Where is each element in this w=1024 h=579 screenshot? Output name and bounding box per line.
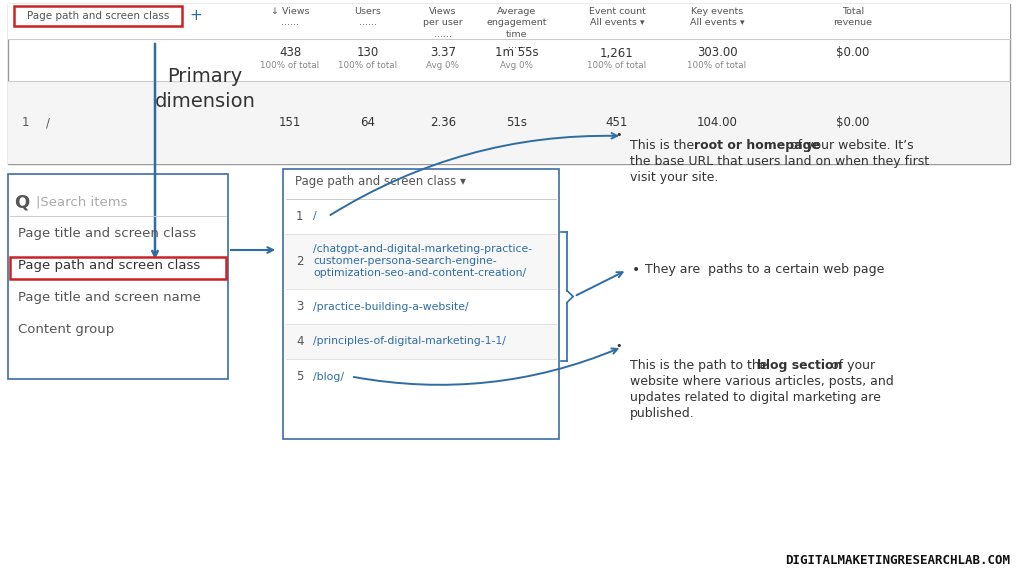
Text: •: • <box>632 263 640 277</box>
Text: $0.00: $0.00 <box>837 116 869 129</box>
FancyBboxPatch shape <box>8 81 1010 164</box>
Text: Views
per user
......: Views per user ...... <box>423 7 463 39</box>
Text: Page path and screen class: Page path and screen class <box>18 259 201 273</box>
Text: Users
......: Users ...... <box>354 7 381 27</box>
FancyBboxPatch shape <box>8 4 1010 164</box>
Text: Page title and screen class: Page title and screen class <box>18 228 197 240</box>
Text: Page path and screen class ▾: Page path and screen class ▾ <box>295 175 466 189</box>
Text: 130: 130 <box>357 46 379 60</box>
Text: /: / <box>46 116 50 129</box>
Text: 1: 1 <box>22 116 30 129</box>
Text: blog section: blog section <box>757 359 843 372</box>
Text: 3: 3 <box>296 300 303 313</box>
Text: 4: 4 <box>296 335 303 348</box>
Text: $0.00: $0.00 <box>837 46 869 60</box>
Text: 303.00: 303.00 <box>696 46 737 60</box>
Text: 51s: 51s <box>507 116 527 129</box>
FancyBboxPatch shape <box>8 4 1010 39</box>
Text: 64: 64 <box>360 116 376 129</box>
Text: customer-persona-search-engine-: customer-persona-search-engine- <box>313 256 497 266</box>
Text: 1m 55s: 1m 55s <box>496 46 539 60</box>
Text: Average
engagement
time
......: Average engagement time ...... <box>486 7 547 50</box>
Text: This is the: This is the <box>630 139 698 152</box>
Text: 438: 438 <box>279 46 301 60</box>
Text: 104.00: 104.00 <box>696 116 737 129</box>
Text: /principles-of-digital-marketing-1-1/: /principles-of-digital-marketing-1-1/ <box>313 336 506 346</box>
Text: 100% of total: 100% of total <box>260 60 319 69</box>
Text: Event count
All events ▾: Event count All events ▾ <box>589 7 645 27</box>
Text: /chatgpt-and-digital-marketing-practice-: /chatgpt-and-digital-marketing-practice- <box>313 244 532 255</box>
Text: 100% of total: 100% of total <box>687 60 746 69</box>
FancyBboxPatch shape <box>10 257 226 279</box>
FancyBboxPatch shape <box>8 174 228 379</box>
Text: Avg 0%: Avg 0% <box>501 60 534 69</box>
Text: 1: 1 <box>296 210 303 223</box>
Text: Avg 0%: Avg 0% <box>427 60 460 69</box>
Text: •: • <box>615 341 622 351</box>
Text: 2: 2 <box>296 255 303 268</box>
Text: This is the path to the: This is the path to the <box>630 359 771 372</box>
Text: /: / <box>313 211 316 222</box>
Text: Total
revenue: Total revenue <box>834 7 872 27</box>
Text: of your: of your <box>826 359 874 372</box>
Text: DIGITALMAKETINGRESEARCHLAB.COM: DIGITALMAKETINGRESEARCHLAB.COM <box>785 554 1010 567</box>
Text: 2.36: 2.36 <box>430 116 456 129</box>
Text: +: + <box>189 9 203 24</box>
Text: |Search items: |Search items <box>36 196 128 208</box>
Text: ↓ Views
......: ↓ Views ...... <box>270 7 309 27</box>
FancyBboxPatch shape <box>283 169 559 439</box>
Text: They are  paths to a certain web page: They are paths to a certain web page <box>645 263 885 277</box>
Text: 1,261: 1,261 <box>600 46 634 60</box>
Text: /practice-building-a-website/: /practice-building-a-website/ <box>313 302 469 312</box>
FancyBboxPatch shape <box>284 324 558 359</box>
Text: Q: Q <box>14 193 30 211</box>
Text: 5: 5 <box>296 370 303 383</box>
FancyBboxPatch shape <box>284 234 558 289</box>
Text: optimization-seo-and-content-creation/: optimization-seo-and-content-creation/ <box>313 269 526 278</box>
Text: Primary
dimension: Primary dimension <box>155 67 255 111</box>
Text: 451: 451 <box>606 116 628 129</box>
Text: published.: published. <box>630 407 694 420</box>
Text: website where various articles, posts, and: website where various articles, posts, a… <box>630 375 894 388</box>
Text: of your website. It’s: of your website. It’s <box>786 139 914 152</box>
Text: •: • <box>615 130 622 140</box>
Text: root or homepage: root or homepage <box>693 139 819 152</box>
Text: 3.37: 3.37 <box>430 46 456 60</box>
Text: Key events
All events ▾: Key events All events ▾ <box>690 7 744 27</box>
FancyBboxPatch shape <box>14 6 182 26</box>
Text: 100% of total: 100% of total <box>339 60 397 69</box>
Text: Page title and screen name: Page title and screen name <box>18 291 201 305</box>
Text: Page path and screen class: Page path and screen class <box>27 11 169 21</box>
Text: /blog/: /blog/ <box>313 372 344 382</box>
Text: 151: 151 <box>279 116 301 129</box>
Text: visit your site.: visit your site. <box>630 171 719 184</box>
Text: the base URL that users land on when they first: the base URL that users land on when the… <box>630 155 929 168</box>
Text: Content group: Content group <box>18 324 115 336</box>
Text: 100% of total: 100% of total <box>588 60 646 69</box>
Text: updates related to digital marketing are: updates related to digital marketing are <box>630 391 881 404</box>
